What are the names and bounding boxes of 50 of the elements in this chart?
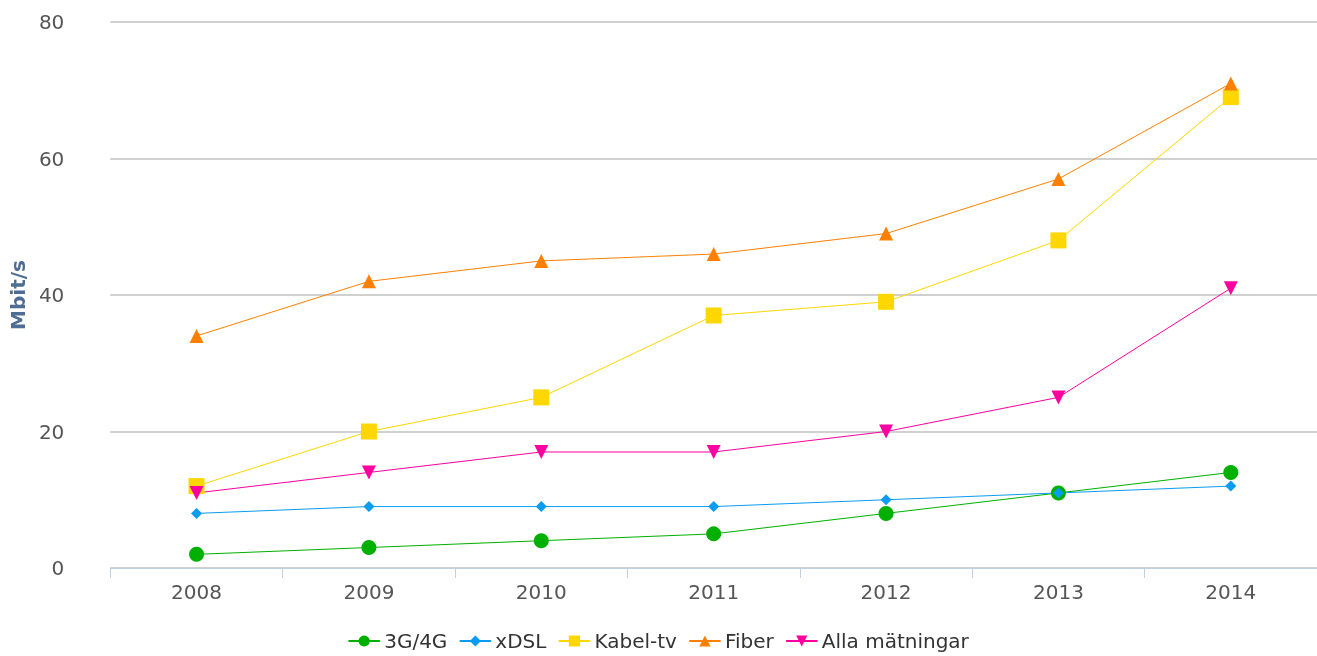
point — [361, 465, 376, 480]
y-tick-label: 60 — [38, 146, 65, 171]
legend-label: Alla mätningar — [821, 629, 970, 653]
point — [1223, 281, 1238, 296]
point — [879, 226, 894, 241]
point — [189, 328, 204, 343]
y-tick-label: 80 — [38, 10, 65, 34]
point — [533, 533, 549, 549]
point — [705, 307, 722, 324]
legend-label: xDSL — [495, 629, 548, 653]
x-tick-label: 2010 — [515, 580, 567, 604]
point — [706, 526, 722, 542]
point — [879, 424, 894, 439]
x-tick-label: 2009 — [343, 580, 395, 604]
y-axis-title: Mbit/s — [6, 260, 30, 330]
point — [1223, 464, 1239, 480]
point — [361, 274, 376, 289]
point — [189, 485, 204, 500]
legend-label: 3G/4G — [384, 629, 448, 653]
point — [363, 501, 375, 513]
legend-label: Kabel-tv — [594, 629, 678, 653]
y-tick-label: 20 — [38, 419, 65, 444]
y-tick-label: 0 — [51, 556, 65, 580]
point — [191, 507, 203, 519]
point — [361, 540, 377, 556]
y-tick-label: 40 — [38, 283, 65, 307]
legend-label: Fiber — [724, 629, 775, 653]
point — [189, 546, 205, 562]
point — [878, 505, 894, 521]
point — [880, 494, 892, 506]
x-tick-label: 2012 — [860, 580, 912, 604]
x-tick-label: 2008 — [171, 580, 222, 604]
point — [1223, 76, 1238, 91]
x-tick-label: 2011 — [688, 580, 740, 604]
x-tick-label: 2014 — [1205, 580, 1257, 604]
point — [534, 444, 549, 459]
point — [708, 501, 720, 513]
point — [1225, 480, 1237, 492]
point — [533, 389, 550, 406]
point — [706, 444, 721, 459]
point — [360, 423, 377, 440]
point — [706, 247, 721, 262]
point — [1222, 89, 1239, 106]
point — [1050, 232, 1067, 249]
point — [1051, 171, 1066, 186]
point — [1051, 390, 1066, 405]
point — [534, 253, 549, 268]
point — [878, 293, 895, 310]
point — [535, 501, 547, 513]
x-tick-label: 2013 — [1032, 580, 1084, 604]
